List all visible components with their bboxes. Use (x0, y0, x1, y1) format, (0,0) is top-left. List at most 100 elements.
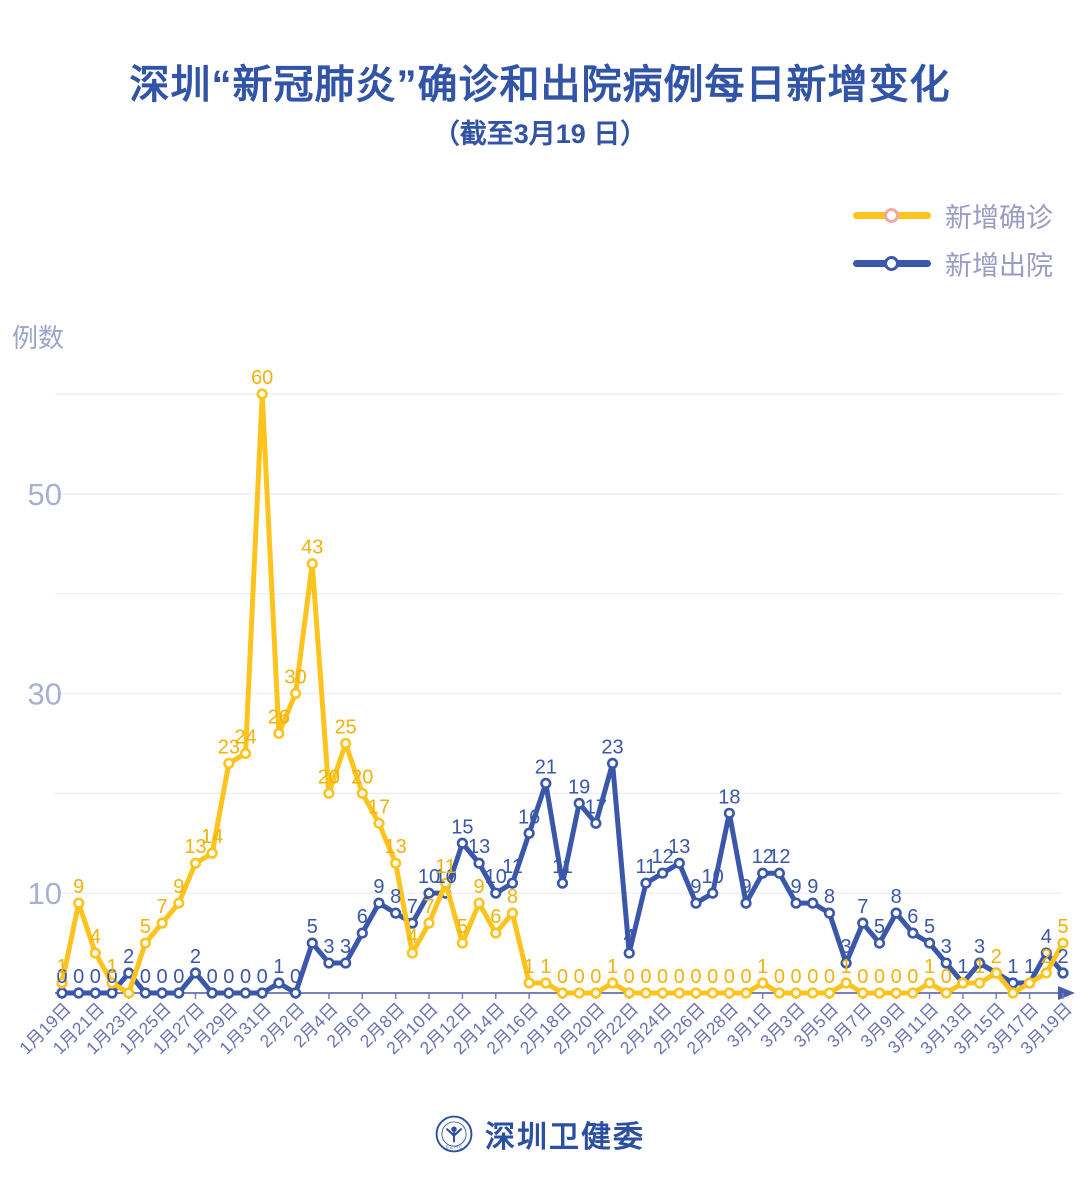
discharged-value-label: 9 (373, 876, 384, 898)
confirmed-data-point-marker (873, 987, 886, 999)
confirmed-data-point-marker (1057, 937, 1069, 949)
discharged-value-label: 8 (390, 886, 401, 908)
confirmed-value-label: 5 (140, 916, 151, 938)
confirmed-data-point-marker (807, 987, 819, 999)
footer-brand: S Z H C 深圳卫健委 (0, 1112, 1080, 1156)
confirmed-data-point-marker (89, 947, 101, 959)
discharged-data-point-marker (456, 837, 469, 849)
discharged-data-point-marker (757, 867, 769, 879)
confirmed-data-point-marker (690, 987, 702, 999)
discharged-data-point-marker (73, 987, 85, 999)
discharged-data-point-marker (173, 987, 185, 999)
discharged-data-point-marker (606, 757, 619, 769)
discharged-data-point-marker (89, 987, 101, 999)
discharged-value-label: 0 (56, 966, 67, 988)
confirmed-data-point-marker (590, 987, 602, 999)
confirmed-value-label: 20 (351, 766, 373, 788)
confirmed-value-label: 0 (891, 966, 902, 988)
confirmed-data-point-marker (723, 987, 735, 999)
confirmed-value-label: 6 (490, 906, 501, 928)
x-axis-arrow-icon (1058, 986, 1075, 1000)
discharged-value-label: 17 (585, 796, 607, 818)
confirmed-value-label: 11 (435, 856, 456, 878)
discharged-data-point-marker (590, 817, 602, 829)
y-axis-tick-label: 50 (28, 477, 62, 512)
discharged-value-label: 4 (624, 926, 635, 948)
discharged-value-label: 10 (435, 866, 457, 888)
discharged-data-point-marker (790, 897, 802, 909)
discharged-data-point-marker (940, 957, 952, 969)
confirmed-data-point-marker (740, 987, 752, 999)
legend: 新增确诊 新增出院 (853, 196, 1053, 283)
confirmed-value-label: 1 (924, 956, 935, 978)
discharged-data-point-marker (123, 967, 135, 979)
confirmed-data-point-marker (540, 977, 552, 989)
confirmed-legend-label: 新增确诊 (945, 203, 1053, 233)
discharged-data-point-marker (423, 887, 435, 899)
discharged-legend-line (853, 255, 931, 271)
discharged-data-point-marker (523, 827, 535, 839)
y-axis-tick-label: 30 (28, 677, 62, 712)
discharged-value-label: 5 (924, 916, 935, 938)
confirmed-value-label: 0 (724, 966, 735, 988)
confirmed-data-point-marker (256, 388, 268, 400)
discharged-data-point-marker (707, 887, 719, 899)
discharged-value-label: 5 (307, 916, 318, 938)
confirmed-data-point-marker (707, 987, 719, 999)
discharged-data-point-marker (506, 877, 519, 889)
y-axis-tick-label: 10 (28, 876, 62, 911)
confirmed-data-point-marker (323, 787, 335, 799)
discharged-value-label: 8 (824, 886, 835, 908)
discharged-value-label: 0 (106, 966, 117, 988)
confirmed-value-label: 2 (1041, 946, 1052, 968)
legend-item-discharged[interactable]: 新增出院 (853, 244, 1053, 283)
confirmed-value-label: 0 (690, 966, 701, 988)
confirmed-value-label: 13 (184, 836, 206, 858)
confirmed-data-point-marker (840, 977, 852, 989)
confirmed-data-point-marker (506, 907, 519, 919)
discharged-data-point-marker (873, 937, 886, 949)
confirmed-data-point-marker (957, 977, 969, 989)
confirmed-value-label: 17 (368, 796, 390, 818)
confirmed-value-label: 1 (540, 956, 551, 978)
confirmed-data-point-marker (1040, 967, 1052, 979)
confirmed-data-point-marker (790, 987, 802, 999)
discharged-value-label: 2 (123, 946, 134, 968)
confirmed-value-label: 8 (507, 886, 518, 908)
discharged-value-label: 0 (157, 966, 168, 988)
discharged-data-point-marker (740, 897, 752, 909)
confirmed-value-label: 0 (740, 966, 751, 988)
svg-text:S Z H C: S Z H C (446, 1144, 463, 1150)
discharged-data-point-marker (139, 987, 152, 999)
confirmed-data-point-marker (390, 857, 402, 869)
confirmed-value-label: 1 (757, 956, 768, 978)
discharged-value-label: 7 (407, 896, 418, 918)
discharged-value-label: 3 (340, 936, 351, 958)
confirmed-data-point-marker (456, 937, 469, 949)
confirmed-data-point-marker (306, 558, 318, 570)
discharged-value-label: 11 (636, 856, 657, 878)
confirmed-value-label: 30 (284, 667, 306, 689)
discharged-value-label: 16 (518, 806, 540, 828)
discharged-data-point-marker (323, 957, 335, 969)
discharged-data-point-marker (890, 907, 902, 919)
discharged-value-label: 9 (690, 876, 701, 898)
discharged-data-point-marker (573, 797, 585, 809)
discharged-value-label: 0 (290, 966, 301, 988)
discharged-value-label: 12 (768, 846, 790, 868)
discharged-value-label: 6 (357, 906, 368, 928)
confirmed-data-point-marker (973, 977, 986, 989)
discharged-data-point-marker (623, 947, 635, 959)
confirmed-value-label: 0 (874, 966, 885, 988)
discharged-value-label: 21 (535, 756, 557, 778)
confirmed-data-point-marker (440, 877, 452, 889)
discharged-data-point-marker (640, 877, 652, 889)
confirmed-value-label: 1 (524, 956, 535, 978)
y-axis-title: 例数 (12, 323, 65, 353)
legend-item-confirmed[interactable]: 新增确诊 (853, 196, 1053, 235)
discharged-value-label: 0 (257, 966, 268, 988)
discharged-data-point-marker (807, 897, 819, 909)
discharged-data-point-marker (223, 987, 235, 999)
discharged-value-label: 15 (451, 816, 473, 838)
discharged-data-point-marker (206, 987, 218, 999)
